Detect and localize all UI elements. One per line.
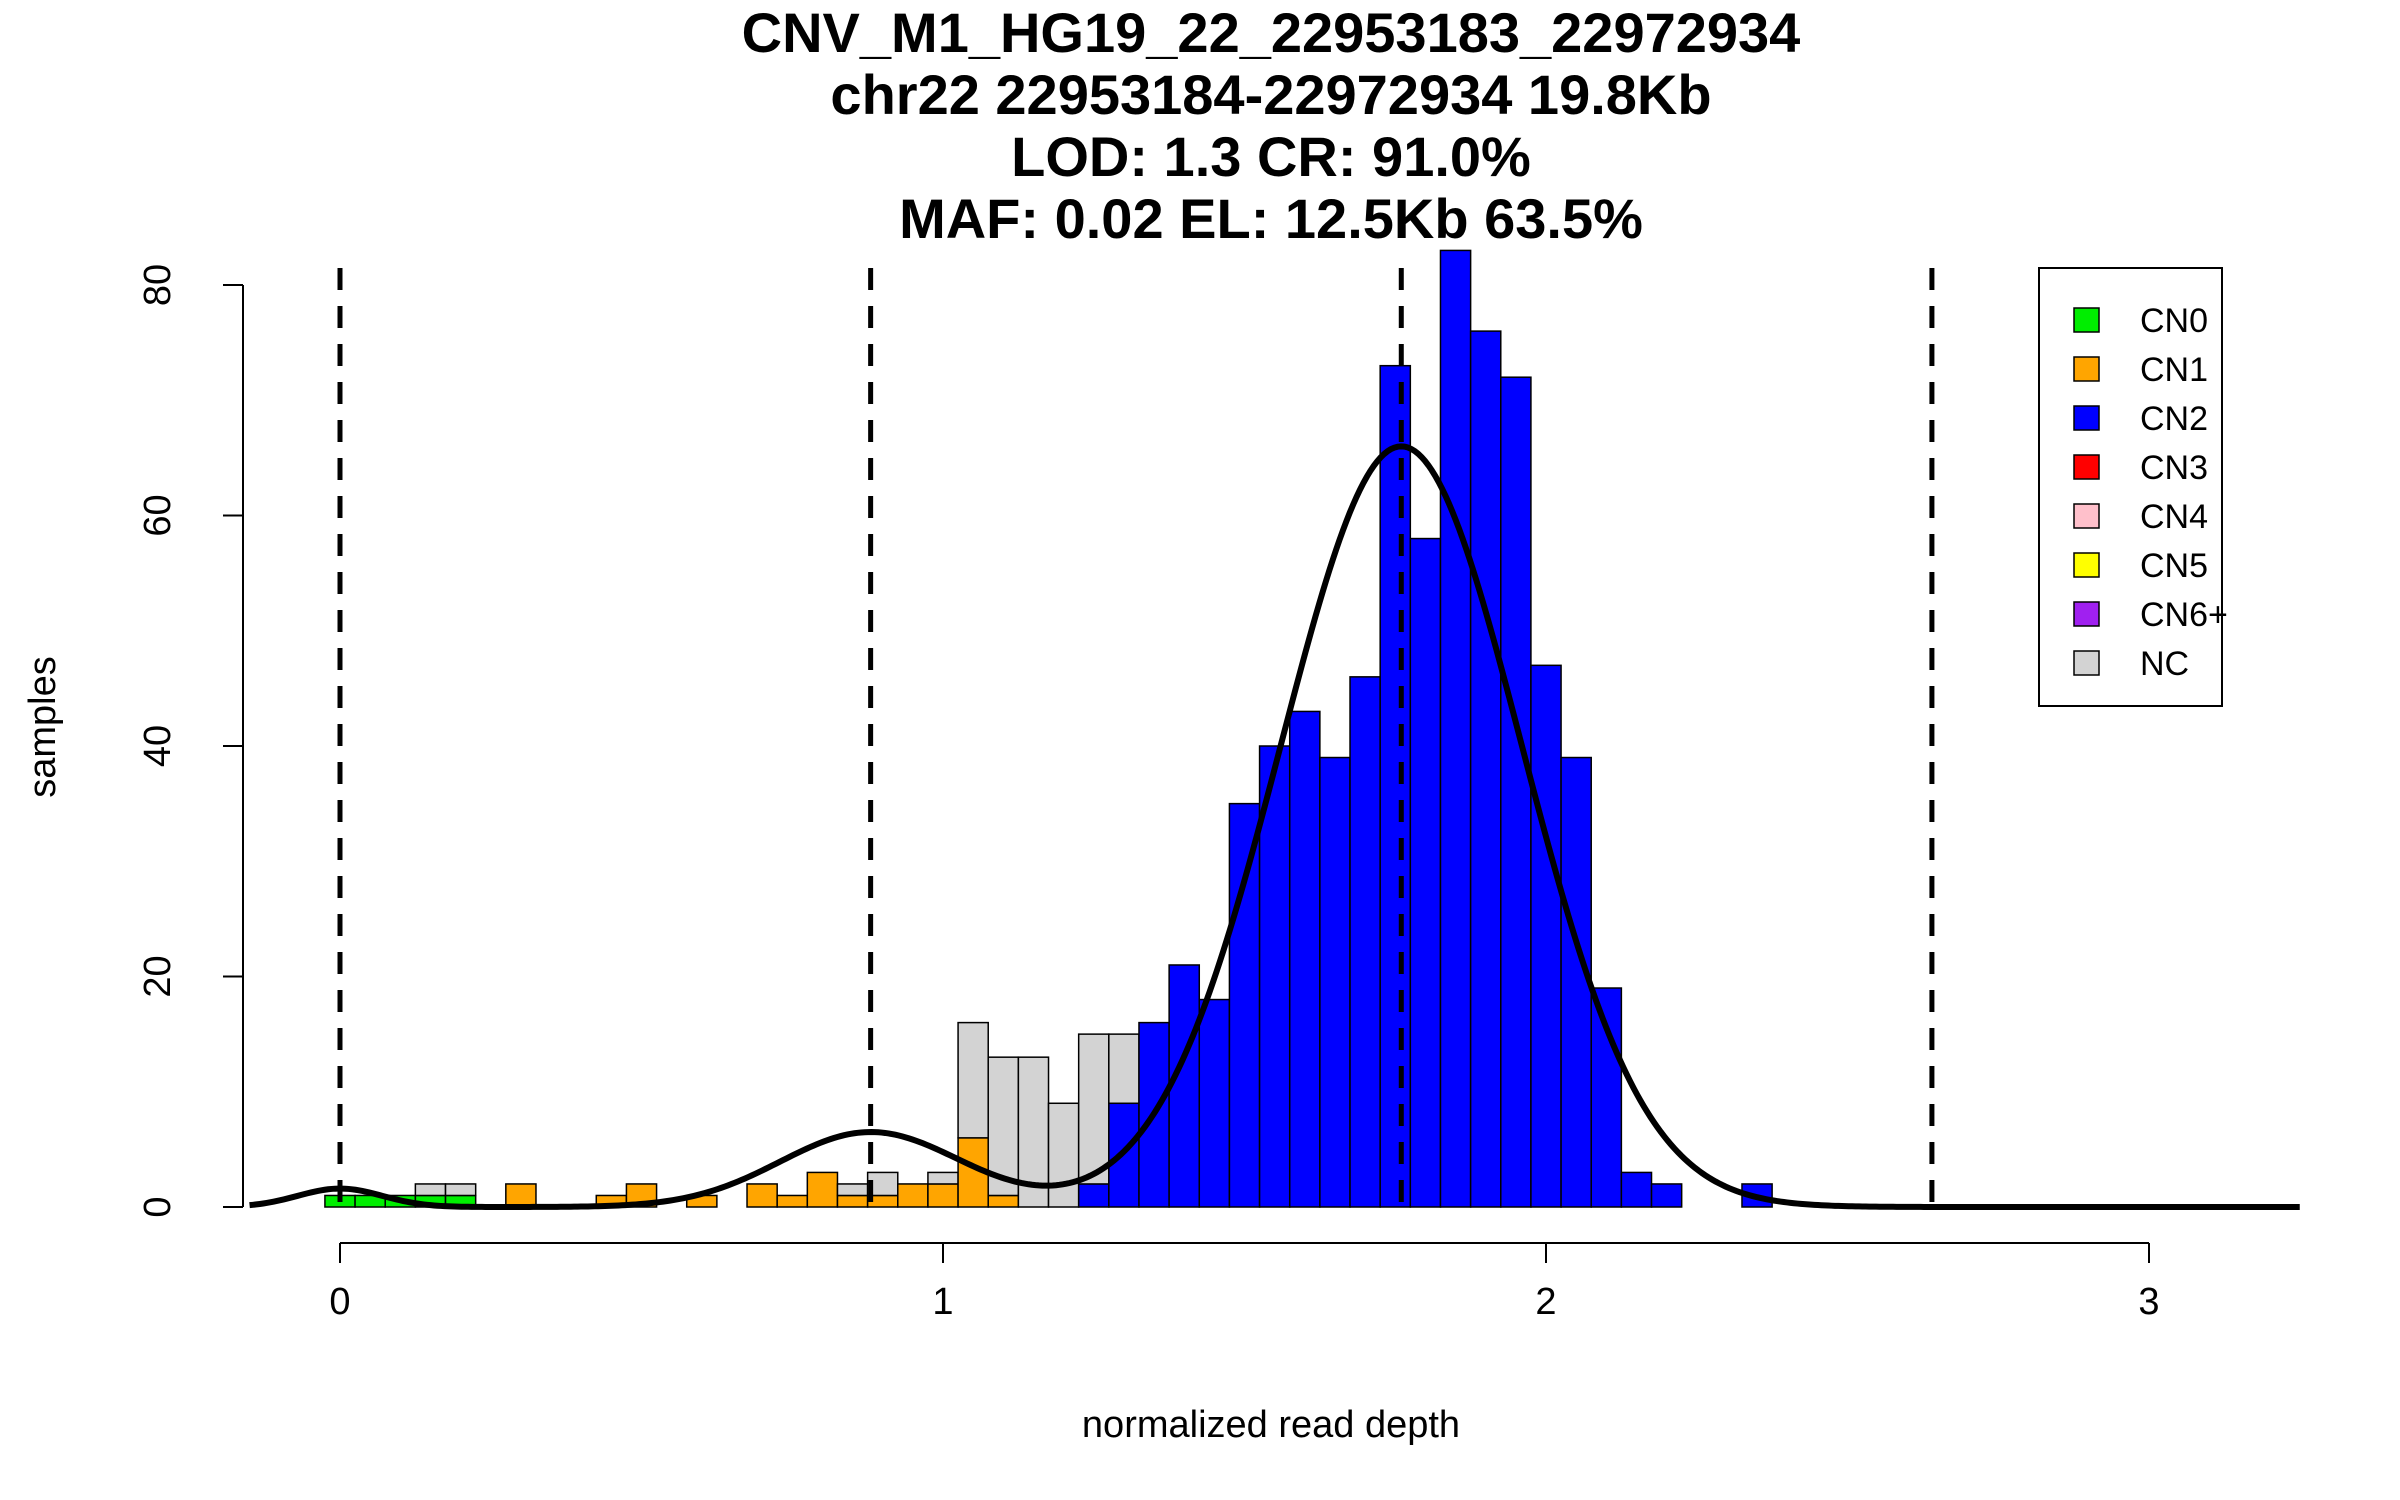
axes-group: 0 1 2 3 0 20 40 60 80 <box>137 264 2160 1323</box>
bar-cn2-32 <box>1288 710 1321 1208</box>
legend-swatch-cn5 <box>2073 552 2100 578</box>
title-line-1: CNV_M1_HG19_22_22953183_22972934 <box>742 1 1801 64</box>
y-tick-label-0: 0 <box>137 1196 179 1217</box>
title-line-2: chr22 22953184-22972934 19.8Kb <box>830 63 1711 126</box>
bar-cn1-19 <box>897 1183 929 1208</box>
bar-nc-26 <box>1108 1033 1140 1105</box>
legend-swatch-cn6plus <box>2073 601 2100 627</box>
legend-label-cn4: CN4 <box>2140 498 2208 536</box>
bar-nc-21 <box>957 1021 989 1139</box>
legend-swatch-cn0 <box>2073 307 2100 333</box>
bar-cn2-31 <box>1258 745 1291 1208</box>
legend-box <box>2038 267 2223 707</box>
legend-swatch-cn1 <box>2073 356 2100 382</box>
y-tick-label-1: 20 <box>137 955 179 997</box>
bar-cn1-15 <box>776 1194 809 1208</box>
x-tick-label-0: 0 <box>329 1281 350 1323</box>
bar-nc-4 <box>444 1183 477 1197</box>
bar-cn2-41 <box>1560 756 1592 1208</box>
histogram-bars <box>324 249 1773 1208</box>
fit-curve-group <box>249 443 2300 1210</box>
bar-cn2-25 <box>1077 1183 1110 1208</box>
legend: CN0 CN1 CN2 CN3 CN4 CN5 CN6+ NC <box>2038 267 2228 707</box>
legend-label-cn0: CN0 <box>2140 302 2208 340</box>
legend-label-cn6plus: CN6+ <box>2140 596 2228 634</box>
fit-curve <box>249 443 2300 1210</box>
bar-nc-24 <box>1047 1102 1080 1208</box>
bar-cn2-43 <box>1620 1171 1653 1208</box>
bar-nc-3 <box>414 1183 447 1197</box>
bar-cn2-33 <box>1319 756 1351 1208</box>
bar-nc-17 <box>836 1183 869 1197</box>
legend-swatch-nc <box>2073 650 2100 676</box>
bar-cn2-40 <box>1530 664 1562 1208</box>
legend-label-cn2: CN2 <box>2140 400 2208 438</box>
dashed-lines-group <box>337 268 1935 1207</box>
bar-cn2-36 <box>1409 537 1442 1208</box>
bar-nc-20 <box>927 1171 959 1185</box>
legend-swatch-cn2 <box>2073 405 2100 431</box>
x-tick-label-3: 3 <box>2138 1281 2159 1323</box>
legend-label-cn1: CN1 <box>2140 351 2208 389</box>
chart-title: CNV_M1_HG19_22_22953183_22972934 chr22 2… <box>742 1 1801 250</box>
y-tick-label-4: 80 <box>137 264 179 306</box>
legend-swatch-cn3 <box>2073 454 2100 480</box>
x-axis-label: normalized read depth <box>1082 1404 1460 1446</box>
bar-nc-25 <box>1077 1033 1110 1185</box>
bar-cn1-20 <box>927 1183 959 1208</box>
bar-cn2-39 <box>1500 376 1532 1208</box>
bar-cn2-34 <box>1349 676 1381 1208</box>
x-tick-label-1: 1 <box>932 1281 953 1323</box>
bar-cn2-28 <box>1168 964 1201 1208</box>
bar-cn1-14 <box>746 1183 778 1208</box>
bar-cn1-16 <box>806 1171 839 1208</box>
legend-label-cn5: CN5 <box>2140 547 2208 585</box>
y-tick-label-2: 40 <box>137 725 179 767</box>
bar-cn2-35 <box>1379 364 1412 1208</box>
bar-cn2-37 <box>1439 249 1472 1208</box>
legend-label-nc: NC <box>2140 645 2189 683</box>
bar-cn1-22 <box>987 1194 1020 1208</box>
legend-swatch-cn4 <box>2073 503 2100 529</box>
bar-cn1-6 <box>505 1183 537 1208</box>
bar-cn2-29 <box>1198 998 1231 1208</box>
bar-cn2-38 <box>1469 330 1502 1208</box>
bar-cn1-17 <box>836 1194 869 1208</box>
bar-cn2-44 <box>1650 1183 1683 1208</box>
title-line-4: MAF: 0.02 EL: 12.5Kb 63.5% <box>899 187 1643 250</box>
y-axis-label: samples <box>22 656 64 798</box>
legend-label-cn3: CN3 <box>2140 449 2208 487</box>
y-tick-label-3: 60 <box>137 494 179 536</box>
bar-cn2-30 <box>1228 802 1261 1208</box>
x-tick-label-2: 2 <box>1535 1281 1556 1323</box>
title-line-3: LOD: 1.3 CR: 91.0% <box>1011 125 1531 188</box>
